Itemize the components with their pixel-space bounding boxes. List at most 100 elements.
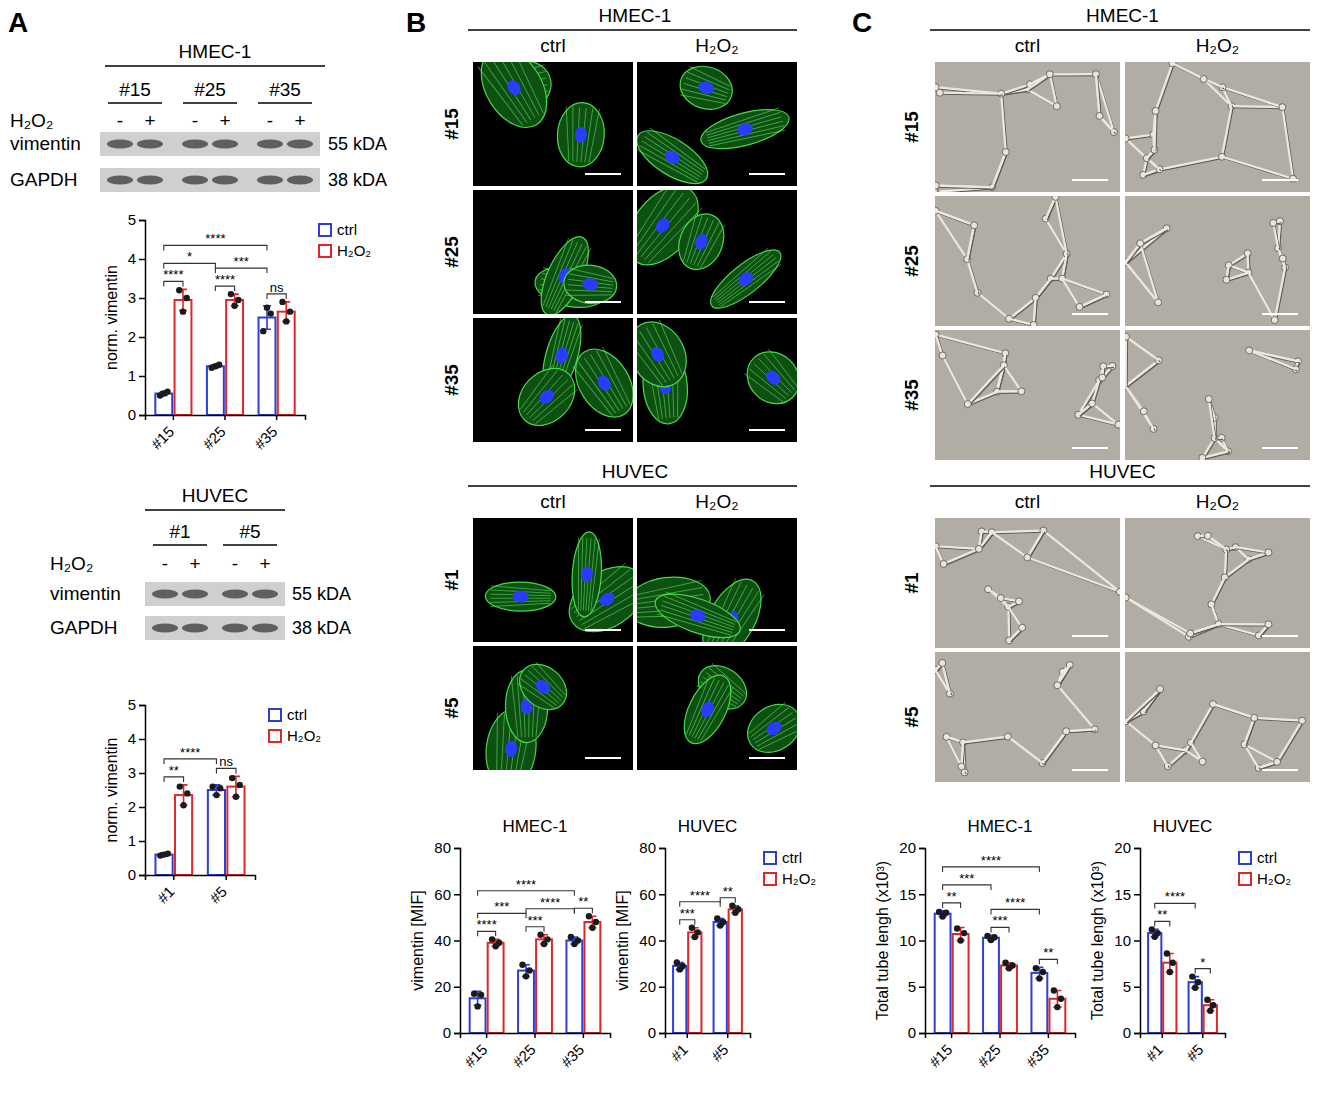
tube-shadow <box>1057 198 1068 255</box>
x-tick-mark <box>727 1033 729 1038</box>
blot-band <box>252 590 278 599</box>
tube <box>1066 729 1095 731</box>
grid-row-label: #1 <box>901 572 922 594</box>
y-tick-label: 5 <box>128 211 136 228</box>
cell-fiber <box>755 717 796 744</box>
tube <box>940 92 1001 95</box>
cell-cluster <box>1251 714 1258 721</box>
tube-shadow <box>1029 76 1051 91</box>
y-axis-line <box>139 706 146 876</box>
y-tick-mark <box>659 848 665 850</box>
tube-shadow <box>1029 532 1045 559</box>
legend-label: H₂O₂ <box>782 870 816 887</box>
y-tick-mark <box>1134 940 1140 942</box>
figure: ABCHMEC-1#15#25#35H₂O₂-+-+-+vimentin55 k… <box>0 0 1320 1111</box>
plot-marks <box>1148 926 1217 1033</box>
tube-shadow <box>1127 362 1160 388</box>
y-tick: 40 <box>639 932 665 949</box>
tube <box>1126 689 1160 721</box>
y-axis-title: norm. vimentin <box>103 265 120 370</box>
scale-bar <box>585 757 621 759</box>
scale-bar <box>749 757 785 759</box>
blot-group-rule <box>223 544 277 546</box>
grid-title-rule <box>930 29 1310 31</box>
plot-marks <box>470 913 601 1033</box>
tube <box>1140 228 1166 243</box>
significance-annotations: ns**************** <box>163 231 286 298</box>
scale-bar <box>1262 179 1298 181</box>
x-tick-label: #5 <box>708 1041 732 1065</box>
cell-fiber <box>661 604 733 630</box>
tube <box>943 356 968 405</box>
tube-shadow <box>994 153 1008 188</box>
tube <box>1156 63 1173 111</box>
data-point <box>237 782 243 788</box>
brightfield-image <box>1125 196 1310 326</box>
cell-cluster <box>1200 76 1207 83</box>
grid-title: HUVEC <box>1089 461 1156 482</box>
cell <box>674 62 738 116</box>
tube <box>1204 79 1232 106</box>
x-tick: #5 <box>1183 1033 1207 1065</box>
grid-row-label: #35 <box>441 364 462 396</box>
data-point <box>1002 960 1008 966</box>
data-point <box>1149 926 1155 932</box>
tube-shadow <box>994 153 1008 188</box>
x-axis-line <box>146 876 256 881</box>
blot-size-label: 38 kDA <box>292 618 351 638</box>
y-tick-label: 80 <box>639 839 656 856</box>
tube <box>1096 74 1114 132</box>
grid-column-head: ctrl <box>540 35 565 56</box>
tube-shadow <box>1223 108 1233 159</box>
x-tick-mark <box>173 415 175 420</box>
blot-band <box>287 176 313 185</box>
scale-bar <box>1072 313 1108 315</box>
tube <box>1126 386 1154 429</box>
blot-band <box>212 140 238 149</box>
data-point <box>714 915 720 921</box>
scale-bar <box>1072 769 1108 771</box>
blot-row-label: GAPDH <box>50 617 118 638</box>
data-point <box>1167 969 1173 975</box>
cell-fiber <box>642 140 700 178</box>
tube <box>1244 718 1254 745</box>
y-tick: 1 <box>128 832 145 849</box>
data-point <box>260 328 266 334</box>
tube <box>1275 268 1285 320</box>
significance-label: ** <box>578 894 588 909</box>
blot-title: HUVEC <box>182 485 249 506</box>
y-axis: 020406080 <box>639 839 665 1041</box>
tube <box>992 152 1006 187</box>
x-tick: #1 <box>1142 1033 1166 1065</box>
y-tick: 10 <box>899 932 925 949</box>
blot-band <box>287 140 313 149</box>
cell-cluster <box>1279 255 1286 262</box>
tube-shadow <box>1213 579 1226 606</box>
legend-swatch <box>764 852 776 864</box>
x-tick-mark <box>173 875 175 880</box>
x-tick-label: #15 <box>461 1041 491 1071</box>
tube-shadow <box>1127 245 1142 264</box>
cell-nucleus <box>688 607 707 624</box>
image-background <box>1125 652 1310 782</box>
bar-chart: 020406080#1#5vimentin [MIF]HUVEC********… <box>614 817 816 1065</box>
y-tick-mark <box>139 337 145 339</box>
legend: ctrlH₂O₂ <box>319 221 371 259</box>
x-tick-label: #35 <box>1023 1041 1053 1071</box>
tube <box>1008 737 1043 764</box>
legend-label: H₂O₂ <box>287 727 321 744</box>
x-tick-label: #1 <box>1142 1041 1166 1065</box>
tube-shadow <box>1169 752 1187 768</box>
data-point <box>1195 979 1201 985</box>
cell-fiber <box>497 62 536 118</box>
tube <box>1277 721 1302 762</box>
grid-row-label: #15 <box>441 108 462 140</box>
legend: ctrlH₂O₂ <box>269 706 321 744</box>
y-axis: 012345 <box>128 211 146 423</box>
cell-fiber <box>659 607 732 635</box>
legend: ctrlH₂O₂ <box>1239 849 1291 887</box>
y-axis: 012345 <box>128 696 146 883</box>
data-point <box>1204 997 1210 1003</box>
tube <box>1154 111 1155 150</box>
y-tick-label: 10 <box>899 932 916 949</box>
